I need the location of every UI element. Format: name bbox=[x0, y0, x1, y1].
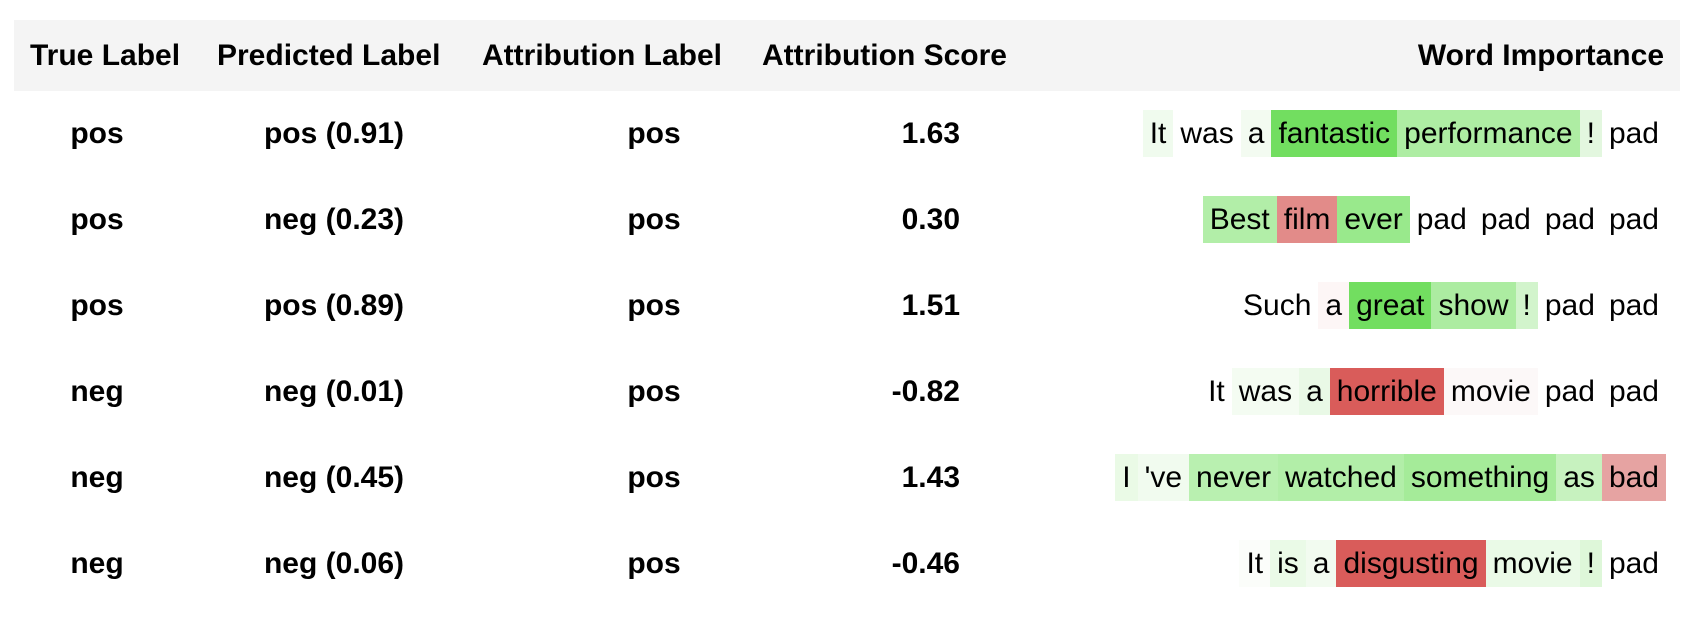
word-token: ! bbox=[1579, 110, 1602, 157]
attribution-score-cell: 1.63 bbox=[901, 117, 960, 150]
word-token: film bbox=[1276, 196, 1338, 243]
word-token: pad bbox=[1537, 368, 1602, 415]
word-token: ! bbox=[1515, 282, 1538, 329]
word-token: watched bbox=[1278, 454, 1404, 501]
word-token: a bbox=[1305, 540, 1337, 587]
predicted-label-cell: neg (0.45) bbox=[263, 461, 405, 494]
predicted-label-cell: neg (0.06) bbox=[263, 547, 405, 580]
true-label-cell: pos bbox=[70, 203, 124, 236]
word-token: as bbox=[1556, 454, 1602, 501]
attribution-label-cell: pos bbox=[627, 289, 681, 322]
word-token: pad bbox=[1473, 196, 1538, 243]
word-token: movie bbox=[1485, 540, 1580, 587]
table-header: True Label Predicted Label Attribution L… bbox=[14, 20, 1680, 91]
word-importance-cell: Such a great show! pad pad bbox=[1236, 282, 1666, 329]
word-importance-cell: It was a fantastic performance! pad bbox=[1142, 110, 1666, 157]
header-word-importance: Word Importance bbox=[1417, 39, 1664, 72]
word-token: fantastic bbox=[1271, 110, 1398, 157]
predicted-label-cell: pos (0.89) bbox=[263, 289, 405, 322]
word-token: pad bbox=[1601, 110, 1666, 157]
table-row: neg neg (0.06) pos -0.46 It is a disgusting movi… bbox=[14, 521, 1680, 607]
true-label-cell: neg bbox=[70, 547, 124, 580]
word-token: pad bbox=[1601, 196, 1666, 243]
word-token: is bbox=[1270, 540, 1306, 587]
attribution-table: True Label Predicted Label Attribution L… bbox=[14, 20, 1680, 607]
word-token: movie bbox=[1443, 368, 1538, 415]
word-token: show bbox=[1431, 282, 1516, 329]
word-token: It bbox=[1201, 368, 1232, 415]
word-token: was bbox=[1231, 368, 1300, 415]
word-token: was bbox=[1173, 110, 1241, 157]
word-token: bad bbox=[1601, 454, 1666, 501]
word-token: horrible bbox=[1329, 368, 1444, 415]
word-token: I bbox=[1115, 454, 1138, 501]
attribution-label-cell: pos bbox=[627, 461, 681, 494]
table-row: pos pos (0.89) pos 1.51 Such a great show! pad pa… bbox=[14, 263, 1680, 349]
word-token: a bbox=[1318, 282, 1350, 329]
word-token: great bbox=[1349, 282, 1432, 329]
predicted-label-cell: pos (0.91) bbox=[263, 117, 405, 150]
word-token: ever bbox=[1337, 196, 1410, 243]
attribution-score-cell: -0.82 bbox=[891, 375, 960, 408]
attribution-label-cell: pos bbox=[627, 375, 681, 408]
word-token: 've bbox=[1137, 454, 1190, 501]
word-token: ! bbox=[1579, 540, 1602, 587]
attribution-label-cell: pos bbox=[627, 547, 681, 580]
word-token: a bbox=[1299, 368, 1330, 415]
word-token: pad bbox=[1409, 196, 1474, 243]
word-importance-cell: It is a disgusting movie! pad bbox=[1239, 540, 1666, 587]
word-token: something bbox=[1403, 454, 1557, 501]
predicted-label-cell: neg (0.23) bbox=[263, 203, 405, 236]
word-token: performance bbox=[1397, 110, 1580, 157]
word-token: pad bbox=[1601, 368, 1666, 415]
true-label-cell: neg bbox=[70, 375, 124, 408]
true-label-cell: pos bbox=[70, 117, 124, 150]
word-importance-cell: It was a horrible movie pad pad bbox=[1201, 368, 1666, 415]
header-predicted-label: Predicted Label bbox=[217, 39, 441, 72]
table-row: neg neg (0.01) pos -0.82 It was a horrible movie… bbox=[14, 349, 1680, 435]
word-token: Such bbox=[1236, 282, 1319, 329]
word-importance-cell: I've never watched something as bad bbox=[1115, 454, 1666, 501]
table-row: pos neg (0.23) pos 0.30 Best film ever pad pad pa… bbox=[14, 177, 1680, 263]
attribution-score-cell: 1.51 bbox=[901, 289, 960, 322]
true-label-cell: pos bbox=[70, 289, 124, 322]
table-row: neg neg (0.45) pos 1.43 I've never watched some… bbox=[14, 435, 1680, 521]
word-token: It bbox=[1239, 540, 1271, 587]
attribution-label-cell: pos bbox=[627, 203, 681, 236]
word-token: never bbox=[1189, 454, 1279, 501]
word-token: a bbox=[1240, 110, 1272, 157]
predicted-label-cell: neg (0.01) bbox=[263, 375, 405, 408]
attribution-label-cell: pos bbox=[627, 117, 681, 150]
attribution-score-cell: -0.46 bbox=[891, 547, 960, 580]
true-label-cell: neg bbox=[70, 461, 124, 494]
table-body: pos pos (0.91) pos 1.63 It was a fantastic perfo… bbox=[14, 91, 1680, 607]
attribution-score-cell: 1.43 bbox=[901, 461, 960, 494]
attribution-score-cell: 0.30 bbox=[901, 203, 960, 236]
header-true-label: True Label bbox=[30, 39, 181, 72]
table-row: pos pos (0.91) pos 1.63 It was a fantastic perfo… bbox=[14, 91, 1680, 177]
word-importance-cell: Best film ever pad pad pad pad bbox=[1202, 196, 1666, 243]
word-token: pad bbox=[1537, 282, 1602, 329]
word-token: Best bbox=[1202, 196, 1277, 243]
word-token: disgusting bbox=[1336, 540, 1486, 587]
header-attribution-score: Attribution Score bbox=[762, 39, 1007, 72]
word-token: It bbox=[1142, 110, 1174, 157]
header-attribution-label: Attribution Label bbox=[482, 39, 722, 72]
word-token: pad bbox=[1537, 196, 1602, 243]
word-token: pad bbox=[1601, 282, 1666, 329]
word-token: pad bbox=[1601, 540, 1666, 587]
